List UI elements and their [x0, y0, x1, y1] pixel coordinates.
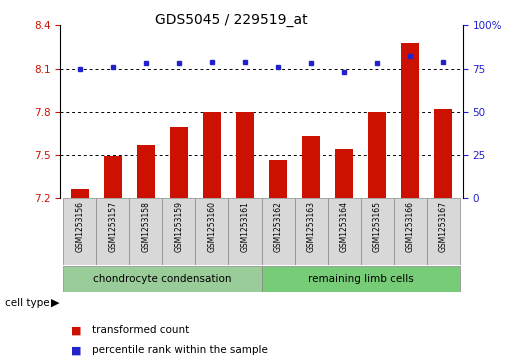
Bar	[335, 149, 353, 198]
Bar	[360, 198, 393, 265]
Bar	[104, 156, 122, 198]
Text: GDS5045 / 229519_at: GDS5045 / 229519_at	[155, 13, 308, 27]
Bar	[63, 266, 262, 292]
Text: GSM1253157: GSM1253157	[108, 201, 118, 252]
Bar	[63, 198, 96, 265]
Bar	[368, 112, 386, 198]
Text: transformed count: transformed count	[92, 325, 189, 335]
Bar	[401, 43, 419, 198]
Bar	[203, 112, 221, 198]
Text: GSM1253164: GSM1253164	[339, 201, 348, 252]
Bar	[294, 198, 327, 265]
Text: ■: ■	[71, 345, 81, 355]
Text: GSM1253165: GSM1253165	[372, 201, 382, 252]
Bar	[137, 145, 155, 198]
Text: GSM1253158: GSM1253158	[141, 201, 151, 252]
Text: GSM1253167: GSM1253167	[439, 201, 448, 252]
Bar	[96, 198, 130, 265]
Text: ▶: ▶	[51, 298, 59, 308]
Text: GSM1253161: GSM1253161	[241, 201, 249, 252]
Text: GSM1253166: GSM1253166	[405, 201, 415, 252]
Text: GSM1253162: GSM1253162	[274, 201, 282, 252]
Text: GSM1253163: GSM1253163	[306, 201, 315, 252]
Bar	[427, 198, 460, 265]
Bar	[434, 109, 452, 198]
Bar	[163, 198, 196, 265]
Bar	[269, 160, 287, 198]
Bar	[229, 198, 262, 265]
Bar	[327, 198, 360, 265]
Bar	[393, 198, 427, 265]
Text: GSM1253160: GSM1253160	[208, 201, 217, 252]
Text: ■: ■	[71, 325, 81, 335]
Bar	[196, 198, 229, 265]
Text: GSM1253156: GSM1253156	[75, 201, 84, 252]
Text: percentile rank within the sample: percentile rank within the sample	[92, 345, 267, 355]
Text: GSM1253159: GSM1253159	[175, 201, 184, 252]
Bar	[170, 127, 188, 198]
Bar	[71, 189, 89, 198]
Bar	[236, 112, 254, 198]
Bar	[130, 198, 163, 265]
Text: chondrocyte condensation: chondrocyte condensation	[93, 274, 232, 284]
Bar	[302, 136, 320, 198]
Bar	[262, 266, 460, 292]
Bar	[262, 198, 294, 265]
Text: cell type: cell type	[5, 298, 50, 308]
Text: remaining limb cells: remaining limb cells	[308, 274, 413, 284]
